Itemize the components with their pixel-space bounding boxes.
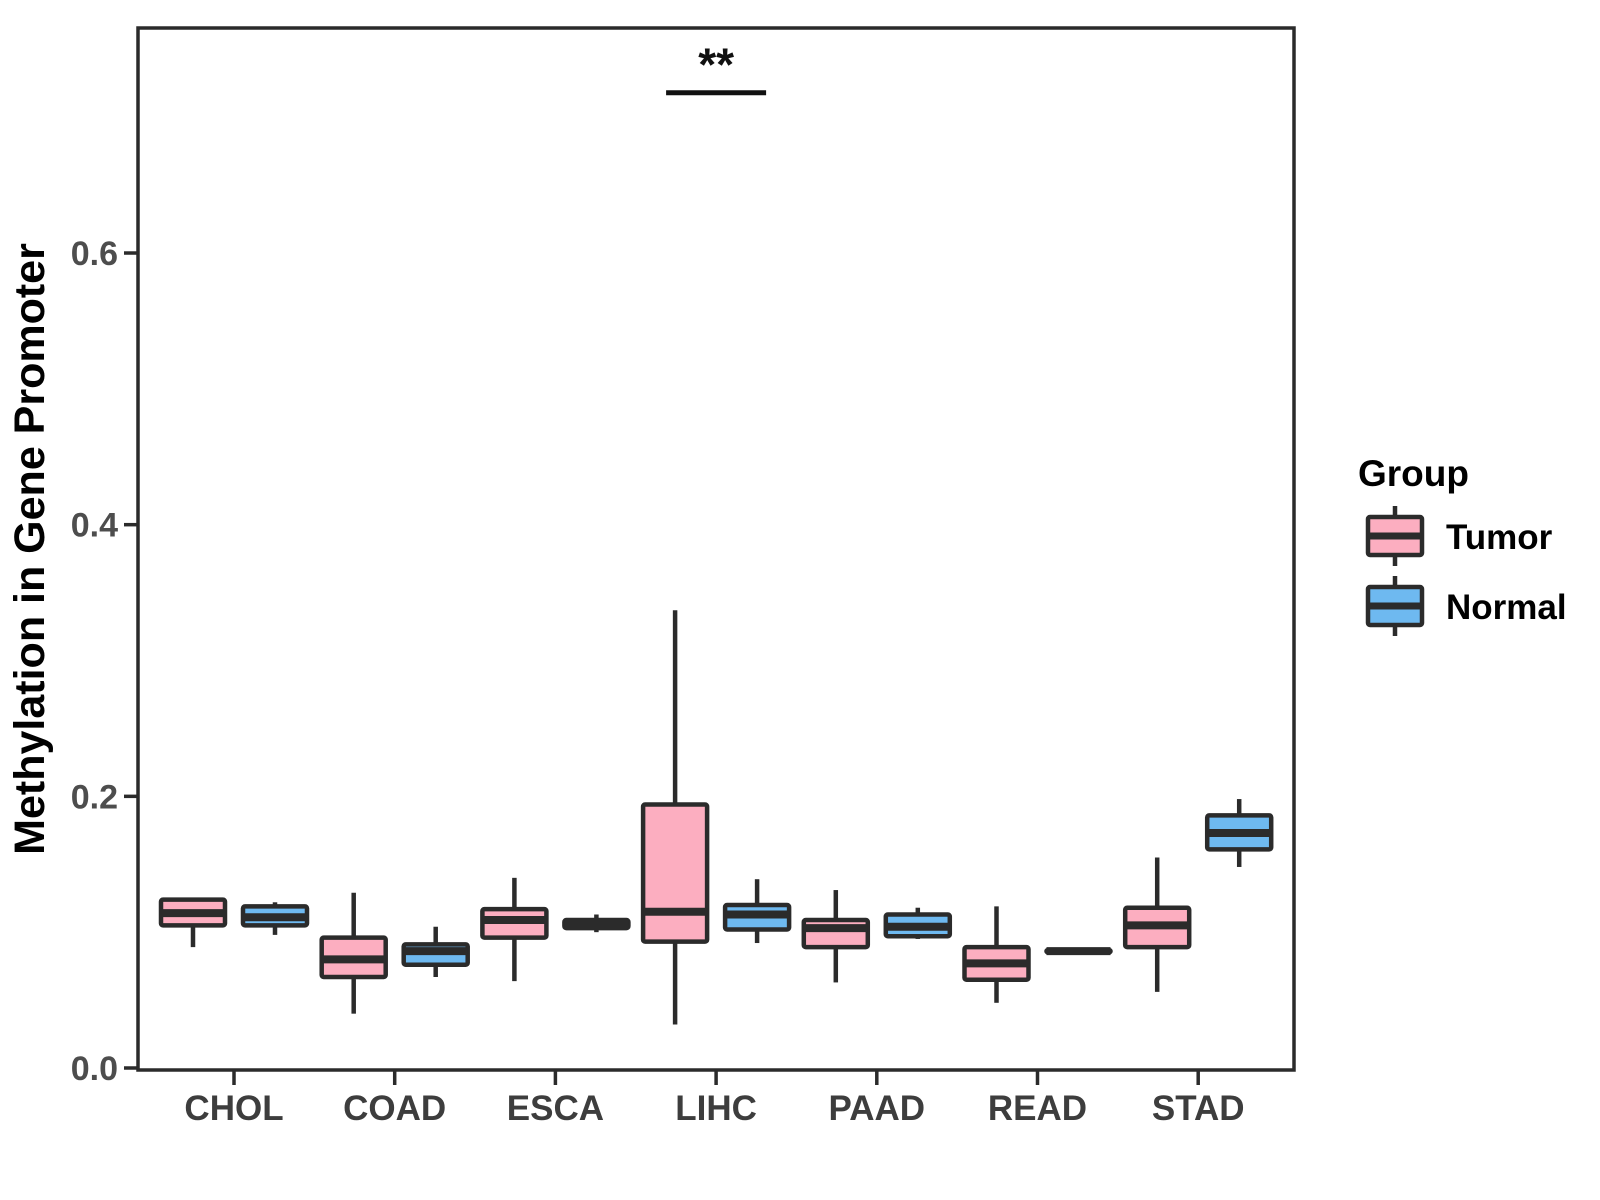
box-normal-CHOL [240,902,310,935]
x-tick-label: COAD [343,1089,446,1128]
box-tumor-COAD [319,892,388,1014]
x-tick-label: STAD [1152,1089,1245,1128]
legend-key-normal [1365,576,1425,636]
y-tick-label: 0.2 [71,778,118,816]
box-normal-LIHC [722,879,792,944]
box-tumor-READ [962,906,1031,1003]
y-axis-title: Methylation in Gene Promoter [6,243,54,855]
x-tick-label: READ [988,1089,1087,1128]
x-tick-label: LIHC [675,1089,757,1128]
x-tick-label: CHOL [184,1089,283,1128]
y-tick-label: 0.0 [71,1050,118,1088]
box-normal-COAD [401,926,470,977]
box-normal-STAD [1204,799,1274,867]
box-normal-PAAD [883,907,953,939]
legend-key-tumor [1365,506,1425,566]
plot-panel-border [136,26,1296,1072]
legend-title: Group [1358,453,1469,494]
significance-stars: ** [698,39,734,91]
box [801,917,871,950]
y-tick-label: 0.4 [71,507,118,545]
box-tumor-PAAD [801,890,871,983]
x-tick-label: PAAD [829,1089,926,1128]
box-normal-ESCA [562,914,631,933]
x-tick-label: ESCA [507,1089,604,1128]
legend-item-label: Tumor [1446,518,1553,557]
box-tumor-CHOL [158,897,228,948]
legend-item-label: Normal [1446,588,1567,627]
y-tick-label: 0.6 [71,235,118,273]
box-tumor-STAD [1122,857,1192,992]
box [640,802,710,944]
box-tumor-ESCA [480,877,549,982]
box-normal-READ [1044,947,1113,956]
box-tumor-LIHC [640,610,710,1025]
